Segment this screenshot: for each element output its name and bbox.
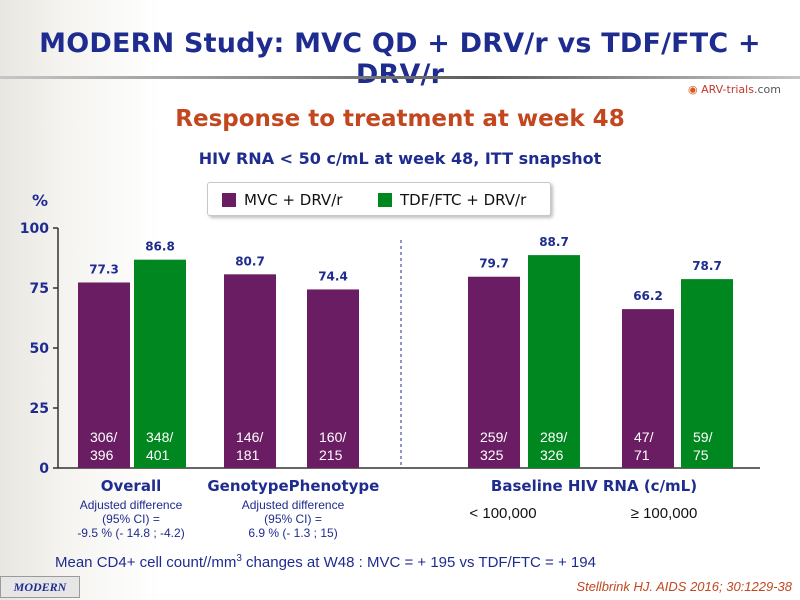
legend-swatch-tdf [378, 193, 392, 207]
cd4-note-post: changes at W48 : MVC = + 195 vs TDF/FTC … [241, 554, 596, 571]
cd4-note: Mean CD4+ cell count//mm3 changes at W48… [55, 553, 596, 571]
bar-count-label: 59/ [693, 429, 713, 445]
group-label: Baseline HIV RNA (c/mL) [491, 477, 697, 495]
bar-count-label: 215 [319, 447, 343, 463]
bar-count-label: 146/ [236, 429, 263, 445]
legend-item-mvc: MVC + DRV/r [222, 191, 343, 209]
slide-title: MODERN Study: MVC QD + DRV/r vs TDF/FTC … [39, 28, 761, 90]
cd4-note-pre: Mean CD4+ cell count//mm [55, 554, 237, 571]
legend-label-tdf: TDF/FTC + DRV/r [400, 191, 527, 209]
bar [224, 274, 276, 468]
bar [622, 309, 674, 468]
bar-count-label: 396 [90, 447, 114, 463]
bar-value-label: 86.8 [145, 240, 175, 254]
bar-count-label: 181 [236, 447, 260, 463]
brand-tld: .com [753, 83, 781, 96]
bar [528, 255, 580, 468]
chart-subtitle: Response to treatment at week 48 [175, 106, 625, 132]
bar [307, 289, 359, 468]
title-divider [0, 76, 800, 79]
bar-value-label: 66.2 [633, 289, 663, 303]
subgroup-label: ≥ 100,000 [631, 505, 698, 522]
bar-count-label: 348/ [146, 429, 173, 445]
adjusted-difference-note: Adjusted difference [80, 498, 183, 512]
bar [681, 279, 733, 468]
study-tag: MODERN [0, 576, 80, 598]
bar-count-label: 325 [480, 447, 504, 463]
group-label: Overall [101, 477, 162, 495]
citation: Stellbrink HJ. AIDS 2016; 30:1229-38 [576, 579, 792, 594]
subgroup-label: < 100,000 [469, 505, 536, 522]
adjusted-difference-note: (95% CI) = [264, 512, 322, 526]
bar-count-label: 326 [540, 447, 564, 463]
legend-item-tdf: TDF/FTC + DRV/r [378, 191, 527, 209]
brand-name: ARV-trials [701, 83, 754, 96]
bar-value-label: 80.7 [235, 254, 265, 268]
y-axis-label: % [32, 191, 48, 210]
group-label: Genotype [207, 477, 288, 495]
bar-value-label: 78.7 [692, 259, 722, 273]
y-tick-label: 75 [30, 281, 49, 297]
adjusted-difference-note: Adjusted difference [242, 498, 345, 512]
bar-value-label: 77.3 [89, 262, 119, 276]
chart-caption: HIV RNA < 50 c/mL at week 48, ITT snapsh… [198, 149, 602, 168]
legend-label-mvc: MVC + DRV/r [244, 191, 343, 209]
bar-count-label: 289/ [540, 429, 567, 445]
bar-count-label: 401 [146, 447, 170, 463]
bar [78, 282, 130, 468]
bar-value-label: 88.7 [539, 235, 569, 249]
legend-swatch-mvc [222, 193, 236, 207]
bar-count-label: 306/ [90, 429, 117, 445]
group-label: Phenotype [289, 477, 380, 495]
brand-logo: ◉ ARV-trials.com [688, 83, 781, 96]
bar [468, 276, 520, 468]
adjusted-difference-note: (95% CI) = [102, 512, 160, 526]
bar-value-label: 79.7 [479, 257, 509, 271]
chart-legend: MVC + DRV/r TDF/FTC + DRV/r [207, 182, 551, 216]
y-tick-label: 100 [20, 221, 49, 237]
bar-count-label: 71 [634, 447, 650, 463]
adjusted-difference-note: 6.9 % (- 1.3 ; 15) [248, 526, 337, 540]
bar-count-label: 160/ [319, 429, 346, 445]
adjusted-difference-note: -9.5 % (- 14.8 ; -4.2) [77, 526, 184, 540]
bar-count-label: 259/ [480, 429, 507, 445]
y-tick-label: 25 [30, 401, 49, 417]
y-tick-label: 50 [30, 341, 50, 357]
bar-count-label: 47/ [634, 429, 654, 445]
bar-count-label: 75 [693, 447, 709, 463]
arv-logo-icon: ◉ [688, 83, 698, 96]
cd4-note-sup: 3 [236, 553, 242, 564]
bar [134, 259, 186, 468]
y-tick-label: 0 [39, 461, 49, 477]
bar-value-label: 74.4 [318, 269, 348, 283]
